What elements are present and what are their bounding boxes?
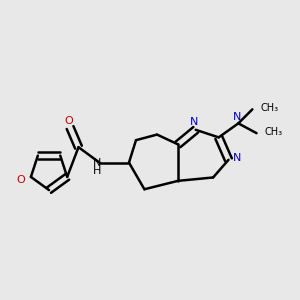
Text: N: N xyxy=(190,117,199,127)
Text: CH₃: CH₃ xyxy=(260,103,278,113)
Text: N: N xyxy=(233,153,241,164)
Text: O: O xyxy=(17,175,26,185)
Text: O: O xyxy=(64,116,73,126)
Text: H: H xyxy=(92,166,101,176)
Text: CH₃: CH₃ xyxy=(264,127,283,137)
Text: N: N xyxy=(233,112,241,122)
Text: N: N xyxy=(92,158,101,168)
